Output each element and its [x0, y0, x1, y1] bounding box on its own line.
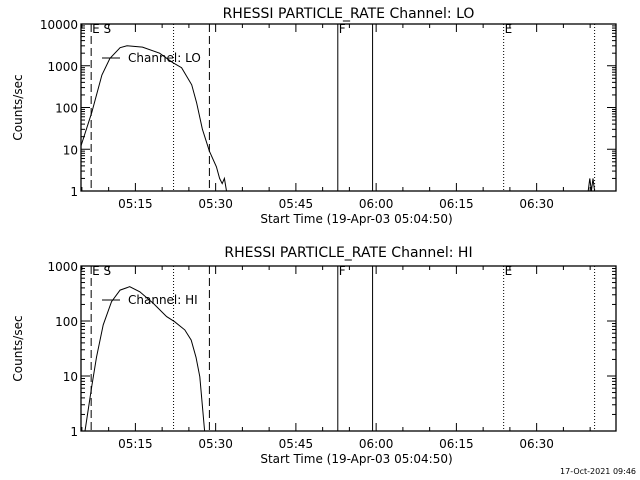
chart-title: RHESSI PARTICLE_RATE Channel: LO — [223, 6, 475, 22]
plot-panel-2: RHESSI PARTICLE_RATE Channel: HI 05:15 05:… — [11, 245, 617, 466]
series-line-lo — [80, 45, 229, 192]
plot-frame — [80, 265, 617, 432]
y-tick-label: 10 — [63, 370, 78, 384]
x-tick-label: 05:45 — [279, 197, 314, 211]
x-tick-label: 06:00 — [359, 197, 394, 211]
legend-label: Channel: LO — [128, 51, 201, 65]
x-tick-label: 05:30 — [198, 437, 233, 451]
y-tick-label: 10000 — [40, 18, 78, 32]
x-tick-label: 05:30 — [198, 197, 233, 211]
x-tick-label: 05:15 — [118, 437, 153, 451]
y-axis-label: Counts/sec — [11, 74, 25, 140]
y-tick-label: 1 — [70, 185, 78, 199]
series-line-hi — [84, 286, 206, 432]
plot-panel-1: RHESSI PARTICLE_RATE Channel: LO 05:15 05:… — [11, 6, 617, 226]
y-tick-label: 1000 — [47, 260, 78, 274]
x-tick-label: 05:45 — [279, 437, 314, 451]
x-tick-label: 06:00 — [359, 437, 394, 451]
x-tick-label: 06:15 — [439, 437, 474, 451]
marker-label: E — [505, 264, 513, 278]
marker-label: E — [505, 22, 513, 36]
x-tick-label: 06:15 — [439, 197, 474, 211]
y-tick-label: 1 — [70, 425, 78, 439]
marker-label: F — [339, 22, 346, 36]
y-tick-label: 10 — [63, 143, 78, 157]
series-line-lo-tail — [587, 178, 596, 192]
chart-title: RHESSI PARTICLE_RATE Channel: HI — [224, 245, 472, 261]
x-axis-label: Start Time (19-Apr-03 05:04:50) — [260, 452, 452, 466]
marker-label: E S — [92, 22, 111, 36]
marker-label: F — [339, 264, 346, 278]
plot-frame — [80, 23, 617, 192]
x-tick-label: 06:30 — [519, 197, 554, 211]
y-tick-label: 100 — [55, 102, 78, 116]
legend-label: Channel: HI — [128, 293, 198, 307]
x-tick-label: 05:15 — [118, 197, 153, 211]
y-tick-label: 100 — [55, 315, 78, 329]
x-axis-label: Start Time (19-Apr-03 05:04:50) — [260, 212, 452, 226]
y-tick-label: 1000 — [47, 60, 78, 74]
y-axis-label: Counts/sec — [11, 315, 25, 381]
marker-label: E S — [92, 264, 111, 278]
x-tick-label: 06:30 — [519, 437, 554, 451]
